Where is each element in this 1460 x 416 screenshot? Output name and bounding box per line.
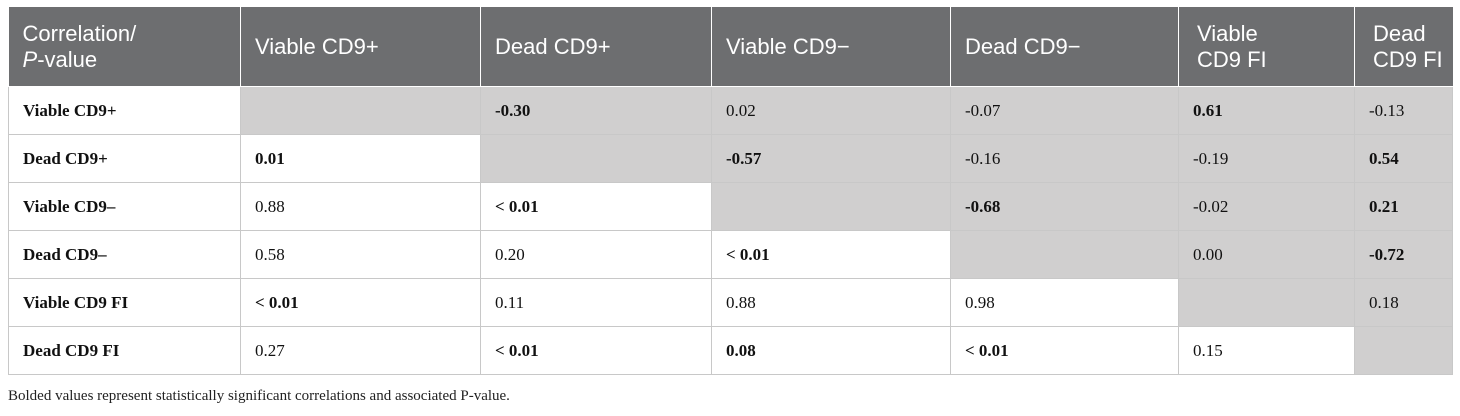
empty-diagonal-cell [1354, 326, 1453, 375]
value-cell: 0.11 [480, 278, 712, 327]
table-row: Viable CD9 FI < 0.01 0.11 0.88 0.98 0.18 [8, 278, 1453, 327]
value-cell: -0.16 [950, 134, 1179, 183]
value-cell: 0.15 [1178, 326, 1355, 375]
row-header-cell: Dead CD9+ [8, 134, 241, 183]
row-header-cell: Viable CD9 FI [8, 278, 241, 327]
value-cell: 0.88 [240, 182, 481, 231]
column-header-2: Dead CD9+ [480, 7, 712, 87]
table-row: Dead CD9– 0.58 0.20 < 0.01 0.00 -0.72 [8, 230, 1453, 279]
table-row: Dead CD9+ 0.01 -0.57 -0.16 -0.19 0.54 [8, 134, 1453, 183]
corner-header-rest: -value [37, 46, 98, 72]
table-row: Viable CD9– 0.88 < 0.01 -0.68 -0.02 0.21 [8, 182, 1453, 231]
correlation-table: Correlation/ P-value Viable CD9+ Dead CD9… [8, 7, 1453, 375]
value-cell: < 0.01 [240, 278, 481, 327]
table-footnote: Bolded values represent statistically si… [8, 388, 510, 404]
value-cell: -0.57 [711, 134, 951, 183]
value-cell: -0.72 [1354, 230, 1453, 279]
column-header-line: Viable CD9− [726, 33, 850, 59]
value-cell: 0.27 [240, 326, 481, 375]
value-cell: 0.02 [711, 86, 951, 135]
empty-diagonal-cell [950, 230, 1179, 279]
value-cell: 0.54 [1354, 134, 1453, 183]
value-cell: < 0.01 [480, 182, 712, 231]
empty-diagonal-cell [240, 86, 481, 135]
value-cell: 0.58 [240, 230, 481, 279]
value-cell: < 0.01 [711, 230, 951, 279]
column-header-line: Dead CD9− [965, 33, 1081, 59]
column-header-line: Dead [1373, 20, 1426, 46]
value-cell: -0.30 [480, 86, 712, 135]
empty-diagonal-cell [711, 182, 951, 231]
column-header-5: Viable CD9 FI [1178, 7, 1355, 87]
column-header-line: Dead CD9+ [495, 33, 611, 59]
value-cell: 0.00 [1178, 230, 1355, 279]
value-cell: -0.07 [950, 86, 1179, 135]
corner-header-cell: Correlation/ P-value [8, 7, 241, 87]
row-header-cell: Dead CD9 FI [8, 326, 241, 375]
corner-header-p: P [22, 46, 38, 72]
column-header-line: Viable CD9+ [255, 33, 379, 59]
table-header: Correlation/ P-value Viable CD9+ Dead CD9… [8, 7, 1453, 87]
value-cell: 0.08 [711, 326, 951, 375]
row-header-cell: Viable CD9+ [8, 86, 241, 135]
empty-diagonal-cell [480, 134, 712, 183]
value-cell: < 0.01 [480, 326, 712, 375]
column-header-4: Dead CD9− [950, 7, 1179, 87]
value-cell: 0.01 [240, 134, 481, 183]
value-cell: 0.20 [480, 230, 712, 279]
empty-diagonal-cell [1178, 278, 1355, 327]
value-cell: -0.19 [1178, 134, 1355, 183]
column-header-line: CD9 FI [1197, 46, 1267, 72]
value-cell: 0.61 [1178, 86, 1355, 135]
column-header-1: Viable CD9+ [240, 7, 481, 87]
column-header-line: CD9 FI [1373, 46, 1443, 72]
value-cell: < 0.01 [950, 326, 1179, 375]
column-header-line: Viable [1197, 20, 1258, 46]
row-header-cell: Viable CD9– [8, 182, 241, 231]
table-body: Viable CD9+ -0.30 0.02 -0.07 0.61 -0.13 Dead C… [8, 86, 1453, 375]
value-cell: 0.98 [950, 278, 1179, 327]
value-cell: -0.13 [1354, 86, 1453, 135]
row-header-cell: Dead CD9– [8, 230, 241, 279]
table-row: Viable CD9+ -0.30 0.02 -0.07 0.61 -0.13 [8, 86, 1453, 135]
value-cell: 0.18 [1354, 278, 1453, 327]
value-cell: -0.02 [1178, 182, 1355, 231]
value-cell: 0.21 [1354, 182, 1453, 231]
value-cell: -0.68 [950, 182, 1179, 231]
column-header-6: Dead CD9 FI [1354, 7, 1453, 87]
value-cell: 0.88 [711, 278, 951, 327]
corner-header-line1: Correlation/ [22, 20, 137, 46]
table-row: Dead CD9 FI 0.27 < 0.01 0.08 < 0.01 0.15 [8, 326, 1453, 375]
header-row: Correlation/ P-value Viable CD9+ Dead CD9… [8, 7, 1453, 87]
column-header-3: Viable CD9− [711, 7, 951, 87]
